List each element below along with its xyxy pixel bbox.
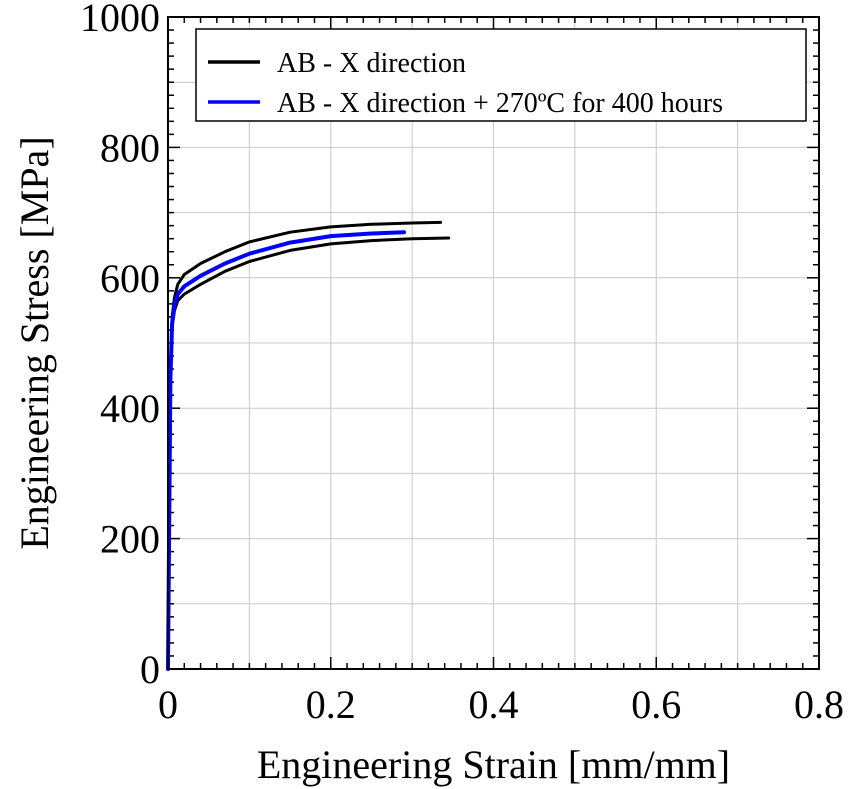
legend-label-ab-x: AB - X direction (277, 48, 466, 79)
x-tick-label: 0.8 (794, 682, 844, 727)
legend: AB - X direction AB - X direction + 270º… (195, 28, 807, 122)
series-line-2 (166, 230, 406, 671)
y-tick-label: 1000 (80, 0, 160, 40)
y-tick-label: 200 (100, 517, 160, 562)
plot-frame (167, 16, 820, 670)
series-line-1 (166, 236, 451, 671)
y-tick-label: 800 (100, 125, 160, 170)
y-axis-title: Engineering Stress [MPa] (12, 136, 57, 549)
y-tick-label: 400 (100, 386, 160, 431)
x-tick-label: 0.4 (469, 682, 519, 727)
x-tick-labels: 0 0.2 0.4 0.6 0.8 (158, 682, 844, 727)
legend-label-ab-x-heat-treated: AB - X direction + 270ºC for 400 hours (277, 88, 723, 119)
grid (168, 17, 819, 669)
series-line-0 (166, 220, 443, 671)
y-tick-label: 600 (100, 256, 160, 301)
x-tick-label: 0.2 (306, 682, 356, 727)
legend-box (195, 28, 807, 122)
y-tick-labels: 0 200 400 600 800 1000 (80, 0, 160, 692)
y-tick-label: 0 (140, 647, 160, 692)
series-lines (166, 220, 451, 671)
x-tick-label: 0.6 (631, 682, 681, 727)
x-tick-label: 0 (158, 682, 178, 727)
x-axis-title: Engineering Strain [mm/mm] (257, 742, 730, 787)
